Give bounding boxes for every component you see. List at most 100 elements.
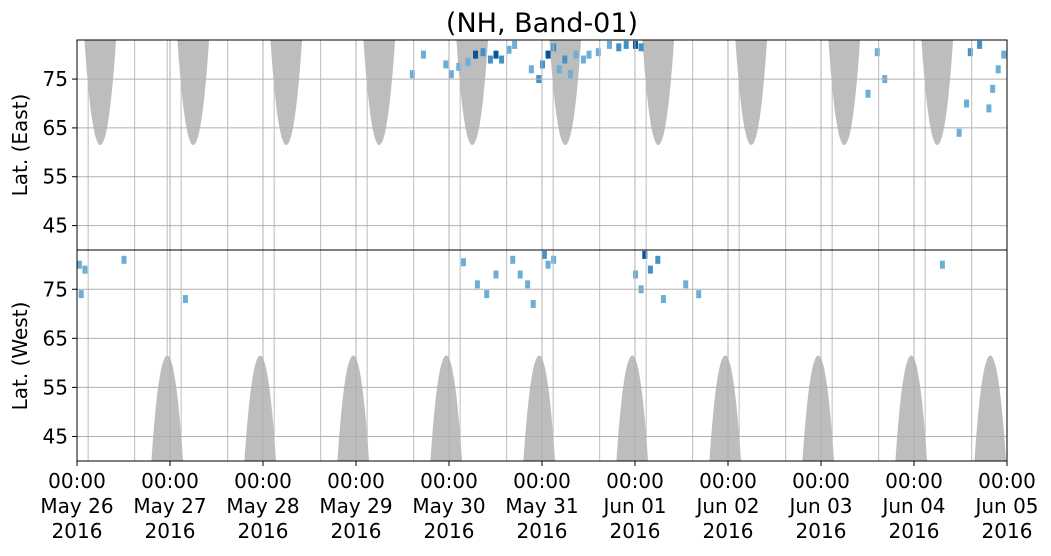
data-cell-23 [586, 50, 592, 59]
no-data-region-0 [84, 40, 117, 145]
no-data-region-3 [363, 40, 396, 145]
ytick-label-west-0: 75 [43, 277, 68, 301]
no-data-region-11 [244, 355, 277, 461]
xtick-label-5-2: 2016 [517, 519, 568, 543]
ytick-label-east-2: 65 [43, 116, 68, 140]
data-cell-0 [409, 70, 415, 79]
no-data-region-6 [642, 40, 675, 145]
data-cell-10 [499, 55, 505, 64]
ytick-label-east-3: 75 [43, 67, 68, 91]
data-cell-5 [465, 57, 471, 66]
panel-west [77, 250, 1007, 461]
data-cell-38 [990, 84, 996, 93]
no-data-region-19 [974, 355, 1007, 461]
no-data-region-12 [337, 355, 370, 461]
data-cell-8 [487, 55, 493, 64]
xtick-label-6-0: 00:00 [606, 469, 664, 493]
data-cell-4 [456, 62, 462, 71]
xtick-label-2-0: 00:00 [234, 469, 292, 493]
data-cell-59 [642, 250, 648, 259]
data-cell-36 [977, 40, 983, 49]
data-cell-47 [474, 280, 480, 289]
data-cell-22 [580, 55, 586, 64]
data-cell-41 [77, 260, 82, 269]
data-cell-20 [567, 70, 573, 79]
data-cell-3 [448, 70, 454, 79]
data-cell-44 [121, 255, 127, 264]
data-cell-60 [647, 265, 653, 274]
xtick-label-1-2: 2016 [145, 519, 196, 543]
no-data-region-17 [802, 355, 835, 461]
xtick-label-1-0: 00:00 [141, 469, 199, 493]
xtick-label-1-1: May 27 [133, 494, 206, 518]
xtick-label-4-0: 00:00 [420, 469, 478, 493]
data-cell-24 [595, 48, 601, 57]
data-cell-35 [967, 48, 973, 57]
xtick-label-0-1: May 26 [40, 494, 113, 518]
data-cell-48 [484, 290, 490, 299]
xtick-label-10-0: 00:00 [978, 469, 1036, 493]
data-cell-21 [573, 50, 579, 59]
xtick-label-7-0: 00:00 [699, 469, 757, 493]
ytick-label-west-1: 65 [43, 326, 68, 350]
data-cell-16 [545, 50, 551, 59]
data-cell-9 [493, 50, 499, 59]
data-cell-63 [683, 280, 689, 289]
no-data-region-18 [895, 355, 928, 461]
data-cell-43 [78, 290, 84, 299]
xtick-label-8-0: 00:00 [792, 469, 850, 493]
xtick-label-8-1: Jun 03 [787, 494, 852, 518]
data-cell-19 [562, 55, 568, 64]
ytick-label-east-1: 55 [43, 165, 68, 189]
data-cell-64 [696, 290, 702, 299]
data-cell-49 [493, 270, 499, 279]
data-cell-1 [420, 50, 426, 59]
ytick-label-east-0: 45 [43, 214, 68, 238]
xtick-label-9-0: 00:00 [885, 469, 943, 493]
xtick-label-4-2: 2016 [424, 519, 475, 543]
no-data-region-14 [523, 355, 556, 461]
data-cell-12 [512, 40, 518, 49]
data-cell-42 [82, 265, 88, 274]
data-cell-29 [638, 43, 644, 52]
xtick-label-0-2: 2016 [52, 519, 103, 543]
data-cell-2 [443, 60, 449, 69]
data-cell-52 [525, 280, 531, 289]
no-data-region-2 [270, 40, 303, 145]
data-cell-34 [964, 99, 970, 108]
no-data-region-4 [456, 40, 489, 145]
data-cell-7 [480, 48, 486, 57]
data-cell-54 [541, 250, 547, 259]
xtick-label-0-0: 00:00 [48, 469, 106, 493]
data-cell-61 [655, 255, 661, 264]
xtick-label-6-1: Jun 01 [601, 494, 666, 518]
data-cell-50 [510, 255, 516, 264]
data-cell-25 [606, 40, 612, 49]
data-cell-27 [623, 40, 629, 49]
data-cell-46 [460, 258, 466, 267]
data-cell-53 [530, 299, 536, 308]
xtick-label-7-2: 2016 [703, 519, 754, 543]
xtick-label-3-2: 2016 [331, 519, 382, 543]
no-data-region-16 [709, 355, 742, 461]
xtick-label-3-1: May 29 [319, 494, 392, 518]
data-cell-45 [182, 295, 188, 304]
chart-title: (NH, Band-01) [446, 8, 638, 39]
xtick-label-5-1: May 31 [505, 494, 578, 518]
data-cell-33 [956, 128, 962, 137]
xtick-label-10-1: Jun 05 [973, 494, 1038, 518]
ytick-label-west-3: 45 [43, 424, 68, 448]
xtick-label-2-2: 2016 [238, 519, 289, 543]
data-cell-40 [1001, 50, 1007, 59]
xtick-label-10-2: 2016 [982, 519, 1033, 543]
data-cell-62 [660, 295, 666, 304]
panel-east [84, 40, 1007, 145]
data-cell-39 [995, 65, 1001, 74]
xtick-label-3-0: 00:00 [327, 469, 385, 493]
data-cell-26 [616, 43, 622, 52]
xtick-label-4-1: May 30 [412, 494, 485, 518]
data-cell-13 [528, 65, 534, 74]
